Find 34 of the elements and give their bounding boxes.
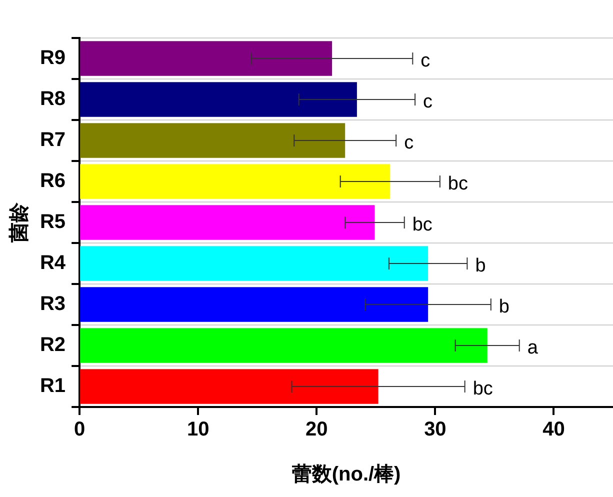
annotation: b <box>498 296 510 318</box>
y-tick-label: R1 <box>40 375 66 398</box>
y-tick-label: R8 <box>40 88 66 110</box>
y-tick-label: R4 <box>40 252 66 274</box>
y-tick-label: R3 <box>40 293 66 316</box>
bar <box>80 246 428 281</box>
annotation: bc <box>412 214 432 236</box>
annotation: c <box>420 50 430 72</box>
y-tick-label: R7 <box>40 129 66 152</box>
x-tick-label: 10 <box>186 418 210 441</box>
y-tick-label: R6 <box>40 170 66 192</box>
y-tick-label: R5 <box>40 211 66 234</box>
x-tick-label: 40 <box>542 418 565 441</box>
x-tick-label: 0 <box>74 418 86 441</box>
bar <box>80 369 378 404</box>
y-tick-label: R9 <box>40 47 66 70</box>
annotation: a <box>527 338 538 359</box>
bar <box>80 328 488 363</box>
x-tick-label: 20 <box>306 418 328 441</box>
annotation: b <box>475 256 486 277</box>
annotation: c <box>423 92 433 113</box>
bar <box>80 164 390 199</box>
bar <box>80 82 357 117</box>
y-tick-label: R2 <box>40 334 66 356</box>
annotation: bc <box>472 378 493 400</box>
x-tick-label: 30 <box>424 418 446 441</box>
bar <box>80 205 375 240</box>
annotation: c <box>404 132 414 154</box>
bar <box>80 41 332 76</box>
annotation: bc <box>448 174 468 195</box>
x-axis-title: 蕾数(no./棒) <box>290 464 401 486</box>
bar <box>80 287 428 322</box>
y-axis-title: 菌龄 <box>8 202 31 244</box>
bar <box>80 123 346 158</box>
